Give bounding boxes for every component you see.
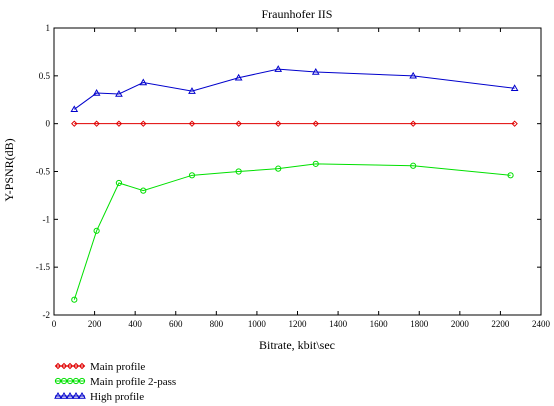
legend-item: High profile [54,391,144,403]
y-tick-label: 0.5 [39,71,51,81]
data-point [140,187,147,194]
legend-marker [78,362,86,370]
x-tick-label: 400 [128,319,142,329]
x-tick-label: 2000 [451,319,470,329]
x-tick-label: 1400 [329,319,348,329]
legend-marker [54,362,62,370]
data-point [70,105,79,113]
legend-marker [72,362,80,370]
data-point [312,160,319,167]
data-point [115,120,123,127]
legend-marker [78,391,86,399]
legend-item: Main profile 2-pass [54,376,176,388]
x-tick-label: 2200 [491,319,510,329]
legend-label: Main profile [90,361,145,373]
data-point [140,120,147,127]
x-tick-label: 2400 [532,319,551,329]
data-point [275,165,282,172]
data-point [275,120,282,127]
legend-marker [72,377,80,385]
x-tick-label: 200 [88,319,102,329]
series-1 [71,120,518,127]
legend-marker [66,362,74,370]
legend-marker [78,377,86,385]
series-line [73,163,511,300]
y-tick-label: 1 [46,23,51,33]
data-point [311,68,320,75]
x-tick-label: 1600 [370,319,389,329]
y-axis-label: Y-PSNR(dB) [2,138,16,201]
data-point [510,84,519,91]
legend-marker [66,377,74,385]
series-2 [71,160,514,303]
x-tick-label: 1000 [248,319,267,329]
y-tick-label: -1 [43,214,51,224]
y-tick-label: 0 [46,119,51,129]
legend-marker [60,377,68,385]
data-point [188,87,196,94]
data-point [507,172,514,179]
data-point [93,227,100,234]
x-tick-label: 1800 [410,319,429,329]
series-line [73,68,515,110]
data-point [234,73,243,81]
data-point [115,179,123,187]
x-tick-label: 800 [210,319,224,329]
legend-marker [72,391,80,399]
legend-marker [54,377,62,385]
data-point [235,120,242,127]
data-point [139,78,148,86]
data-point [511,120,518,127]
series-layer [70,65,519,303]
data-point [274,65,283,72]
legend-marker [54,391,62,399]
y-tick-label: -1.5 [36,262,51,272]
y-tick-label: -2 [43,310,51,320]
series-3 [70,65,519,113]
legend-marker [60,362,68,370]
data-point [188,172,196,179]
y-tick-label: -0.5 [36,167,51,177]
data-point [410,162,417,169]
data-point [71,120,78,127]
legend-marker [60,391,68,399]
data-point [312,120,319,127]
x-tick-label: 600 [169,319,183,329]
data-point [93,120,100,127]
x-axis-label: Bitrate, kbit\sec [259,338,335,352]
legend: Main profile Main profile 2-pass High prof… [54,361,176,403]
data-point [409,71,418,79]
data-point [409,120,417,127]
data-point [92,89,101,96]
legend-label: High profile [90,391,144,403]
chart-title: Fraunhofer IIS [262,7,333,21]
legend-marker [66,391,74,399]
data-point [188,120,196,127]
x-tick-label: 1200 [289,319,308,329]
x-tick-label: 0 [52,319,57,329]
data-point [71,296,78,303]
legend-label: Main profile 2-pass [90,376,176,388]
legend-item: Main profile [54,361,145,373]
data-point [235,168,242,175]
data-point [115,90,123,97]
axis-ticks: 0 200 400 600 800 1000 1200 1400 1600 1800 2000 220… [36,23,551,329]
